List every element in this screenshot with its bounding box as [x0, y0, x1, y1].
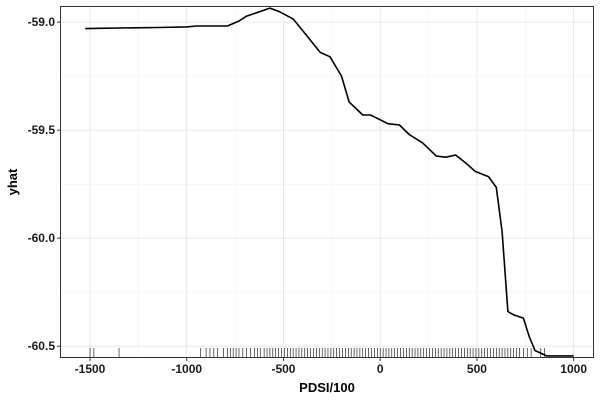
grid	[61, 7, 593, 357]
y-tick-label: -60.5	[28, 339, 56, 353]
series-lines	[85, 7, 574, 357]
x-tick-label: -1000	[171, 362, 202, 376]
y-tick-label: -59.0	[28, 15, 56, 29]
y-axis: -59.0 -59.5 -60.0 -60.5	[28, 15, 61, 353]
y-tick-label: -60.0	[28, 231, 56, 245]
x-axis: -1500 -1000 -500 0 500 1000	[75, 357, 587, 376]
series-line	[85, 7, 574, 357]
y-tick-label: -59.5	[28, 123, 56, 137]
plot-panel-border	[60, 6, 594, 358]
x-tick-label: -1500	[75, 362, 106, 376]
x-tick-label: -500	[271, 362, 295, 376]
x-axis-title: PDSI/100	[299, 380, 355, 395]
x-tick-label: 0	[377, 362, 384, 376]
x-tick-label: 1000	[560, 362, 587, 376]
rug-marks	[89, 348, 545, 357]
y-axis-title: yhat	[5, 168, 20, 195]
x-tick-label: 500	[467, 362, 487, 376]
